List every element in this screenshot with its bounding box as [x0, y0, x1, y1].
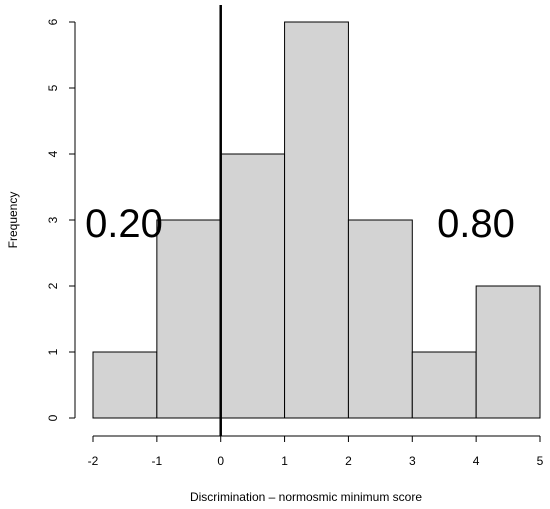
x-tick-label: 5: [537, 454, 544, 468]
histogram-bar-5: [411, 351, 477, 419]
y-tick-label: 2: [46, 282, 60, 289]
histogram-bar-2: [220, 153, 286, 419]
histogram-bar-4: [347, 219, 413, 419]
y-tick-label: 0: [46, 414, 60, 421]
y-axis: 0 1 2 3 4 5 6: [46, 18, 76, 421]
x-tick-label: 3: [409, 454, 416, 468]
x-tick-label: 0: [217, 454, 224, 468]
x-tick-label: -1: [152, 454, 163, 468]
x-tick-label: 2: [345, 454, 352, 468]
x-axis: -2 -1 0 1 2 3 4 5: [88, 435, 544, 468]
y-tick-label: 3: [46, 216, 60, 223]
histogram-bar-0: [92, 351, 158, 419]
y-tick-label: 5: [46, 84, 60, 91]
x-tick-label: 4: [473, 454, 480, 468]
x-axis-label: Discrimination – normosmic minimum score: [190, 490, 422, 504]
y-tick-label: 6: [46, 18, 60, 25]
annotation-left: 0.20: [85, 202, 163, 246]
x-tick-label: -2: [88, 454, 99, 468]
bars-group: [92, 21, 541, 419]
y-tick-label: 1: [46, 348, 60, 355]
histogram-bar-6: [475, 285, 541, 419]
x-tick-label: 1: [281, 454, 288, 468]
y-tick-label: 4: [46, 150, 60, 157]
annotation-right: 0.80: [437, 202, 515, 246]
histogram-bar-1: [156, 219, 222, 419]
histogram-bar-3: [284, 21, 349, 419]
y-axis-label: Frequency: [6, 192, 20, 249]
